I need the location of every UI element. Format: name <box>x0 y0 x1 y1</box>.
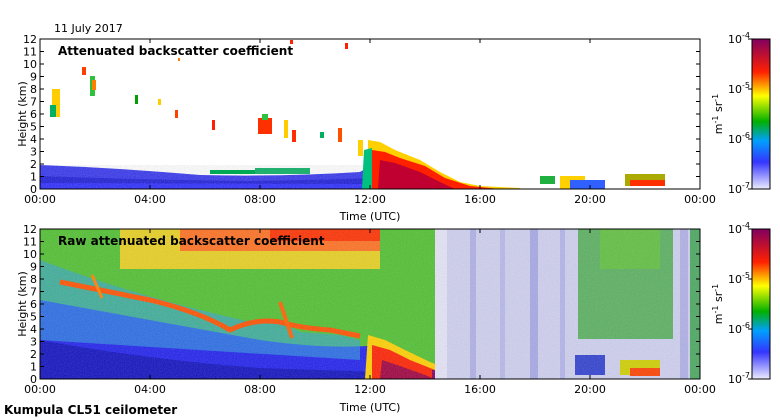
y-tick-label: 0 <box>30 373 37 386</box>
y-tick-label: 4 <box>30 133 37 146</box>
colorbar-tick-label: 10-6 <box>728 321 750 336</box>
colorbar-unit: m-1 sr-1 <box>711 94 725 134</box>
y-tick-label: 8 <box>30 273 37 286</box>
panel-title: Attenuated backscatter coefficient <box>58 44 293 58</box>
y-tick-label: 10 <box>23 58 37 71</box>
colorbar-tick-label: 10-5 <box>728 271 750 286</box>
y-tick-label: 4 <box>30 323 37 336</box>
x-axis-label: Time (UTC) <box>339 401 401 414</box>
x-tick-label: 12:00 <box>354 383 386 396</box>
y-axis-label: Height (km) <box>16 81 29 147</box>
y-tick-label: 11 <box>23 46 37 59</box>
colorbar-tick-label: 10-4 <box>728 31 750 46</box>
y-tick-label: 9 <box>30 261 37 274</box>
y-axis-label: Height (km) <box>16 271 29 337</box>
x-tick-label: 04:00 <box>134 193 166 206</box>
colorbar-unit: m-1 sr-1 <box>711 284 725 324</box>
y-tick-label: 12 <box>23 223 37 236</box>
y-tick-label: 5 <box>30 311 37 324</box>
y-tick-label: 3 <box>30 146 37 159</box>
y-tick-label: 6 <box>30 298 37 311</box>
heatmap-attenuated <box>40 39 700 189</box>
y-tick-label: 7 <box>30 286 37 299</box>
x-tick-label: 20:00 <box>574 383 606 396</box>
y-tick-label: 6 <box>30 108 37 121</box>
x-axis: 00:00 04:00 08:00 12:00 16:00 20:00 00:00 <box>24 39 716 206</box>
colorbar-tick-label: 10-7 <box>728 181 750 196</box>
heatmap-raw <box>40 229 700 379</box>
y-tick-label: 2 <box>30 348 37 361</box>
y-tick-label: 3 <box>30 336 37 349</box>
x-axis: 00:00 04:00 08:00 12:00 16:00 20:00 00:00 <box>24 229 716 396</box>
colorbar-tick-label: 10-5 <box>728 81 750 96</box>
x-tick-label: 12:00 <box>354 193 386 206</box>
y-tick-label: 5 <box>30 121 37 134</box>
y-tick-label: 10 <box>23 248 37 261</box>
y-tick-label: 0 <box>30 183 37 196</box>
colorbar-tick-label: 10-6 <box>728 131 750 146</box>
y-tick-label: 7 <box>30 96 37 109</box>
panel-title: Raw attenuated backscatter coefficient <box>58 234 325 248</box>
x-axis-label: Time (UTC) <box>339 210 401 223</box>
date-label: 11 July 2017 <box>54 22 123 35</box>
x-tick-label: 16:00 <box>464 193 496 206</box>
x-tick-label: 00:00 <box>24 383 56 396</box>
colorbar-2: 10-4 10-5 10-6 10-7 m-1 sr-1 <box>711 221 771 386</box>
colorbar-1: 10-4 10-5 10-6 10-7 m-1 sr-1 <box>711 31 771 196</box>
colorbar-tick-label: 10-4 <box>728 221 750 236</box>
y-tick-label: 1 <box>30 361 37 374</box>
x-tick-label: 08:00 <box>244 383 276 396</box>
x-tick-label: 00:00 <box>24 193 56 206</box>
x-tick-label: 00:00 <box>684 193 716 206</box>
x-tick-label: 20:00 <box>574 193 606 206</box>
y-tick-label: 11 <box>23 236 37 249</box>
x-tick-label: 08:00 <box>244 193 276 206</box>
y-tick-label: 1 <box>30 171 37 184</box>
x-tick-label: 00:00 <box>684 383 716 396</box>
x-tick-label: 04:00 <box>134 383 166 396</box>
y-tick-label: 2 <box>30 158 37 171</box>
y-tick-label: 8 <box>30 83 37 96</box>
y-tick-label: 9 <box>30 71 37 84</box>
footer-label: Kumpula CL51 ceilometer <box>4 403 177 417</box>
colorbar-tick-label: 10-7 <box>728 371 750 386</box>
x-tick-label: 16:00 <box>464 383 496 396</box>
y-tick-label: 12 <box>23 33 37 46</box>
